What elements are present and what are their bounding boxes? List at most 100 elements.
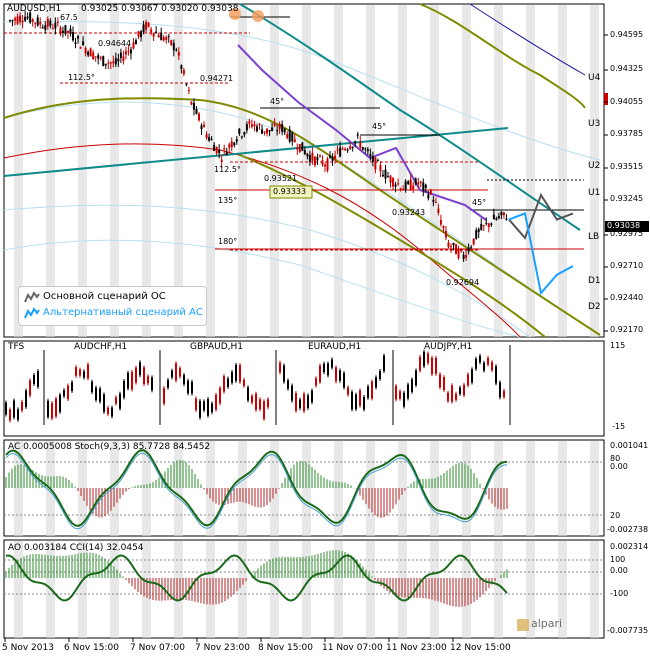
candle-body — [102, 56, 105, 66]
session-band — [142, 441, 151, 536]
candle-body — [321, 160, 324, 165]
tfs-candle-body — [179, 368, 181, 377]
session-band — [14, 5, 23, 337]
session-band — [174, 541, 183, 638]
candle-body — [145, 21, 148, 30]
tfs-candle-body — [423, 351, 425, 367]
candle-body — [263, 131, 266, 133]
time-label: 7 Nov 07:00 — [130, 643, 185, 653]
session-band — [494, 5, 503, 337]
level-u1: U1 — [588, 188, 601, 198]
session-band — [174, 5, 183, 337]
tfs-candle-body — [431, 357, 433, 375]
tfs-candle-body — [363, 396, 365, 410]
tfs-candle-body — [487, 357, 489, 365]
candle-body — [419, 181, 422, 183]
candle-body — [492, 214, 495, 220]
ac-axis: -0.002738 — [607, 525, 649, 534]
candle-body — [271, 127, 274, 131]
tfs-candle-body — [47, 400, 49, 417]
tfs-candle-body — [439, 374, 441, 388]
tfs-candle-body — [147, 376, 149, 384]
session-band — [590, 441, 599, 536]
tfs-candle-body — [435, 357, 437, 374]
level-u2: U2 — [588, 161, 601, 171]
ao-axis: 0.00 — [610, 566, 628, 575]
candle-body — [228, 144, 231, 148]
session-band — [14, 541, 23, 638]
tfs-pair-label: AUDJPY,H1 — [424, 342, 473, 352]
tfs-mini-candles — [5, 349, 505, 423]
tfs-candle-body — [167, 379, 169, 388]
angle-annotation: 45° — [270, 97, 285, 106]
tfs-candle-body — [59, 394, 61, 412]
tfs-candle-body — [251, 395, 253, 403]
candle-body — [452, 242, 455, 246]
candle-body — [381, 174, 384, 177]
candle-body — [208, 137, 211, 141]
candle-body — [457, 248, 460, 259]
solid-red-levels — [215, 189, 584, 250]
tfs-candle-body — [13, 400, 15, 418]
tfs-candle-body — [203, 401, 205, 411]
time-label: 7 Nov 23:00 — [195, 643, 250, 653]
time-label: 11 Nov 23:00 — [386, 643, 447, 653]
price-tick: 0.92975 — [610, 229, 644, 238]
tfs-candle-body — [127, 372, 129, 389]
candle-body — [89, 48, 92, 57]
candle-body — [192, 103, 195, 110]
price-tick: 0.93515 — [610, 162, 644, 171]
tfs-candle-body — [491, 362, 493, 371]
symbol-label: AUDUSD,H1 — [7, 4, 62, 14]
level-lb: LB — [588, 232, 600, 242]
watermark: alpari — [531, 617, 563, 630]
candle-body — [240, 136, 243, 138]
candle-body — [225, 151, 228, 156]
candle-body — [99, 57, 102, 59]
price-candles — [9, 9, 508, 262]
candle-body — [336, 149, 339, 151]
tfs-candle-body — [503, 390, 505, 398]
candle-body — [162, 37, 165, 41]
tfs-candle-body — [379, 370, 381, 380]
tfs-candle-body — [259, 399, 261, 410]
price-annotation: 0.93521 — [264, 174, 298, 183]
candle-body — [288, 129, 291, 142]
session-band — [590, 541, 599, 638]
tfs-candle-body — [67, 385, 69, 400]
candle-body — [132, 42, 135, 49]
trendline-teal — [3, 127, 509, 177]
ma-olive-slow — [3, 97, 601, 336]
candle-body — [409, 179, 412, 191]
tfs-candle-body — [223, 376, 225, 392]
tfs-candle-body — [255, 393, 257, 410]
session-band — [78, 5, 87, 337]
tfs-candle-body — [419, 356, 421, 371]
tfs-candle-body — [247, 387, 249, 401]
tfs-candle-body — [351, 391, 353, 410]
candle-body — [293, 139, 296, 143]
candle-body — [470, 247, 473, 249]
red-edge-marker — [604, 93, 608, 105]
tfs-candle-body — [175, 363, 177, 381]
candle-body — [74, 42, 77, 44]
candle-body — [417, 182, 420, 184]
time-label: 8 Nov 15:00 — [258, 643, 313, 653]
tfs-candle-body — [107, 407, 109, 415]
ao-axis: -0.007735 — [607, 626, 649, 635]
angle-annotation: 45° — [472, 198, 487, 207]
time-ticks — [4, 638, 454, 642]
candle-body — [243, 132, 246, 135]
tfs-candle-body — [37, 370, 39, 387]
price-annotation: 0.93243 — [392, 208, 426, 217]
candle-body — [306, 153, 309, 157]
tfs-candle-body — [143, 367, 145, 385]
candle-body — [84, 47, 87, 54]
candle-body — [364, 148, 367, 150]
price-annotation: 0.93333 — [273, 187, 307, 196]
session-band — [462, 441, 471, 536]
level-d1: D1 — [588, 276, 601, 286]
tfs-candle-body — [463, 384, 465, 396]
candle-body — [376, 160, 379, 162]
candle-body — [230, 141, 233, 148]
